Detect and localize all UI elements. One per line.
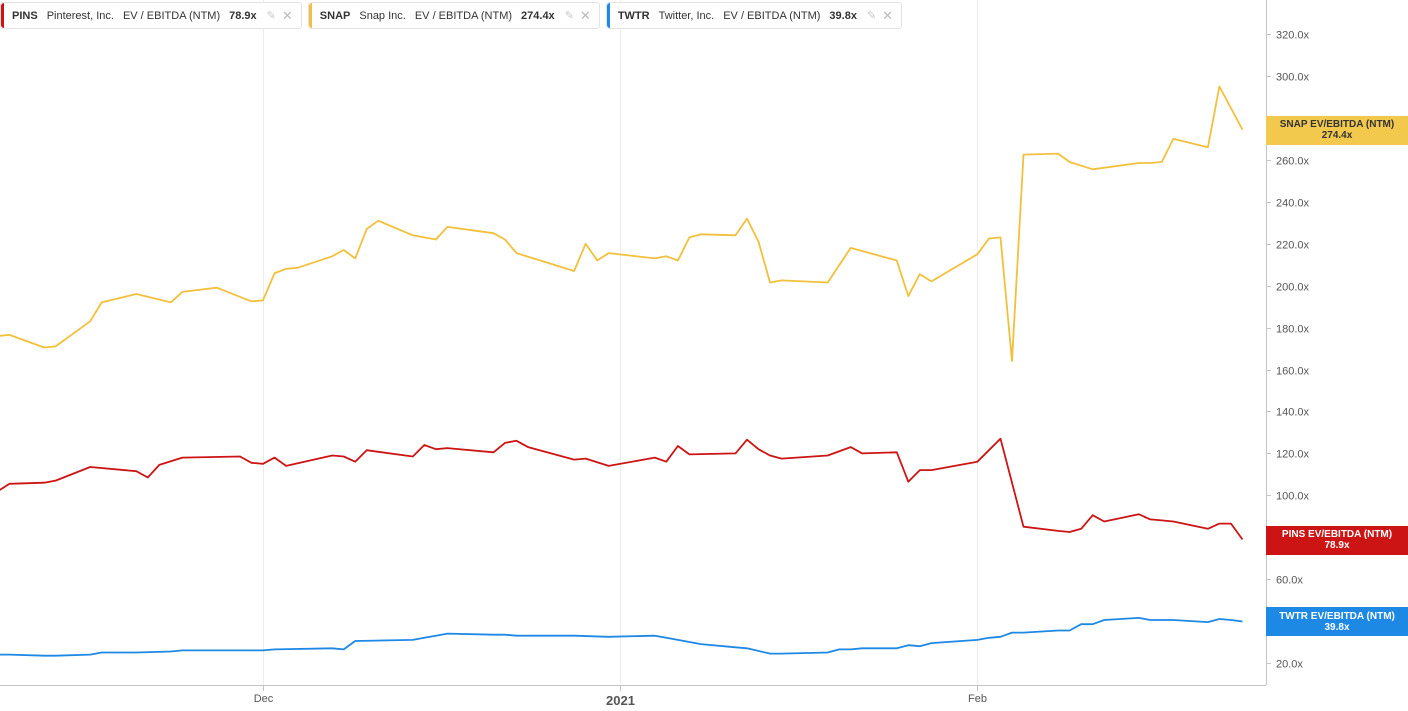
y-tick-label: 220.0x (1276, 240, 1310, 252)
y-tick-label: 160.0x (1276, 366, 1310, 378)
y-tick-label: 120.0x (1276, 449, 1310, 461)
x-tick-label: Dec (254, 693, 274, 705)
end-label-title: SNAP EV/EBITDA (NTM) (1279, 119, 1395, 131)
y-tick-label: 140.0x (1276, 407, 1310, 419)
legend-color-bar (606, 3, 610, 28)
close-icon[interactable]: ✕ (882, 7, 894, 23)
paint-icon[interactable]: ✎ (866, 10, 877, 22)
legend-item-twtr[interactable]: TWTR Twitter, Inc. EV / EBITDA (NTM) 39.… (605, 2, 903, 29)
paint-icon[interactable]: ✎ (564, 10, 574, 22)
y-axis: 20.0x 60.0x 100.0x 120.0x 140.0x 160.0x 180.0x… (1266, 0, 1310, 685)
y-tick-label: 20.0x (1276, 659, 1303, 671)
x-tick-label: Feb (968, 693, 987, 705)
y-tick-label: 260.0x (1276, 156, 1310, 168)
legend-value: 274.4x (521, 9, 555, 22)
legend-ticker: PINS (12, 9, 38, 22)
chart-series (0, 85, 1244, 657)
legend-metric: EV / EBITDA (NTM) (122, 9, 221, 22)
pins-end-label: PINS EV/EBITDA (NTM) 78.9x (1266, 525, 1408, 555)
paint-icon[interactable]: ✎ (266, 10, 276, 22)
legend-metric: EV / EBITDA (NTM) (414, 9, 513, 22)
legend-company-name: Pinterest, Inc. (46, 9, 114, 22)
legend-value: 78.9x (229, 9, 257, 22)
series-line-twtr (0, 617, 1243, 657)
legend-color-bar (308, 3, 312, 28)
close-icon[interactable]: ✕ (579, 7, 591, 23)
end-label-value: 78.9x (1324, 540, 1350, 552)
end-label-title: PINS EV/EBITDA (NTM) (1281, 529, 1393, 541)
legend-company-name: Twitter, Inc. (658, 9, 715, 22)
legend-color-bar (1, 3, 4, 28)
legend-item-snap[interactable]: SNAP Snap Inc. EV / EBITDA (NTM) 274.4x … (307, 2, 600, 29)
end-label-value: 274.4x (1321, 130, 1353, 142)
end-label-value: 39.8x (1324, 621, 1350, 633)
legend-ticker: SNAP (319, 9, 351, 22)
series-line-snap (0, 85, 1244, 363)
legend-company-name: Snap Inc. (359, 9, 406, 22)
y-tick-label: 240.0x (1276, 198, 1310, 210)
series-line-pins (0, 437, 1244, 541)
twtr-end-label: TWTR EV/EBITDA (NTM) 39.8x (1266, 607, 1408, 637)
y-tick-label: 60.0x (1276, 575, 1303, 587)
close-icon[interactable]: ✕ (281, 7, 293, 23)
legend-ticker: TWTR (617, 9, 650, 22)
x-axis: Dec 2021 Feb (0, 685, 1266, 708)
legend-item-pins[interactable]: PINS Pinterest, Inc. EV / EBITDA (NTM) 7… (0, 2, 302, 29)
chart-grid (263, 0, 978, 685)
y-tick-label: 200.0x (1276, 282, 1310, 294)
end-label-title: TWTR EV/EBITDA (NTM) (1279, 610, 1395, 622)
x-tick-label: 2021 (606, 693, 635, 708)
legend-metric: EV / EBITDA (NTM) (723, 9, 821, 22)
legend: PINS Pinterest, Inc. EV / EBITDA (NTM) 7… (0, 2, 903, 29)
snap-end-label: SNAP EV/EBITDA (NTM) 274.4x (1266, 115, 1408, 145)
legend-value: 39.8x (829, 9, 857, 22)
y-tick-label: 180.0x (1276, 324, 1310, 336)
y-tick-label: 300.0x (1276, 72, 1310, 84)
y-tick-label: 100.0x (1276, 491, 1310, 503)
y-tick-label: 320.0x (1276, 30, 1310, 42)
